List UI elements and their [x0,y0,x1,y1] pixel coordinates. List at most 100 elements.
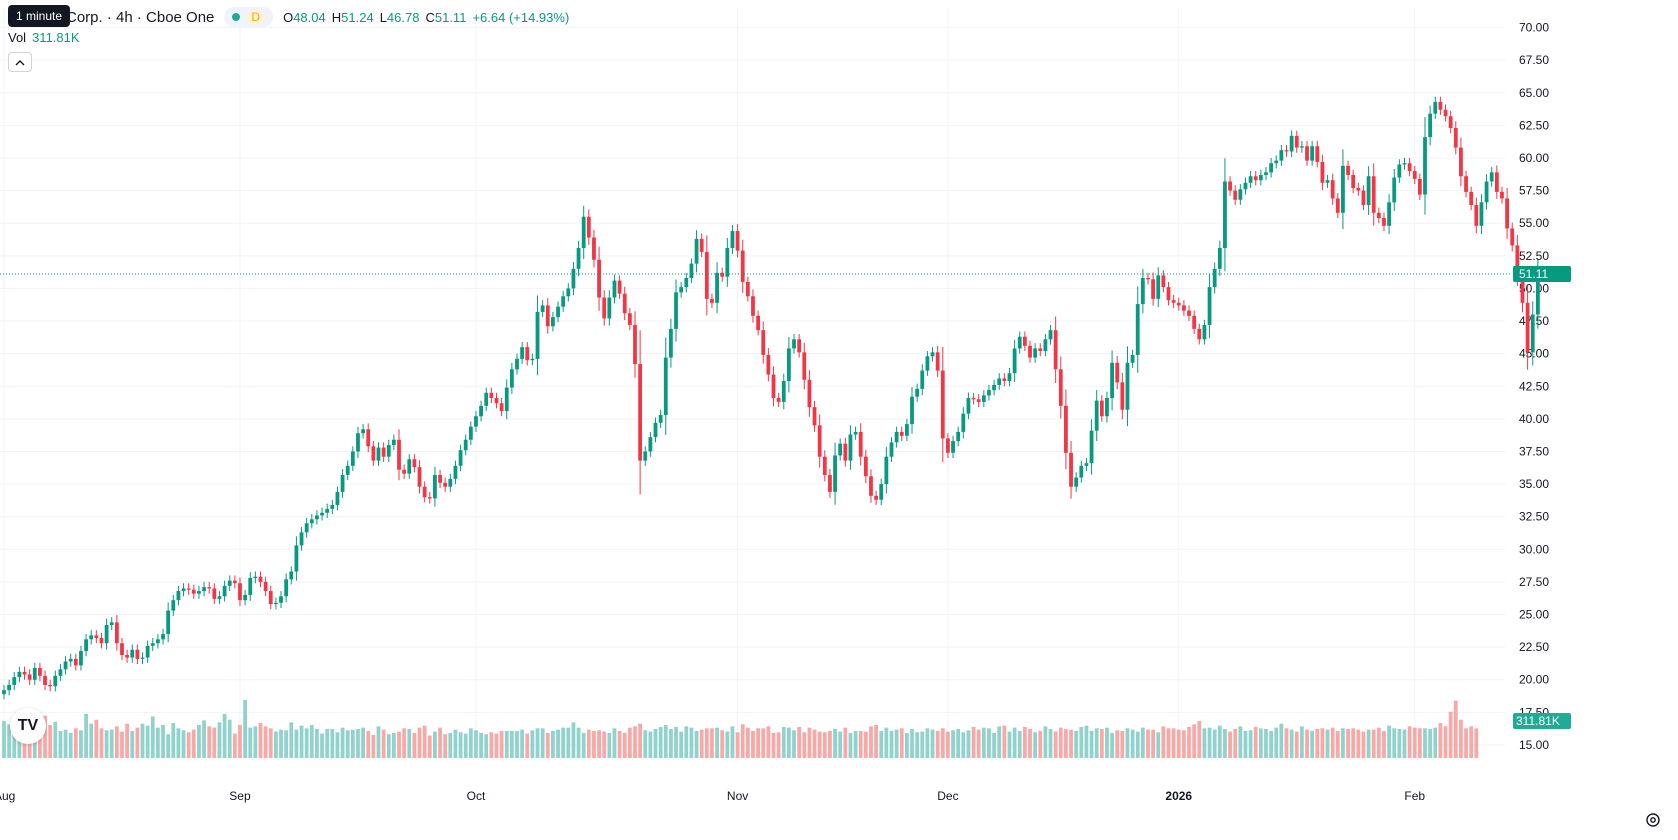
volume-bar [73,728,78,758]
volume-bar [1022,726,1027,758]
candle-body [1007,373,1012,382]
candle-body [1402,163,1407,165]
volume-bar [756,728,761,758]
y-tick-label: 15.00 [1519,738,1549,752]
volume-bar [586,729,591,758]
candle-body [586,216,591,238]
candle-body [176,591,181,601]
collapse-legend-button[interactable] [8,52,32,72]
volume-bar [1264,728,1268,758]
candle-body [689,263,694,278]
volume-bar [499,730,504,758]
volume-bar [1074,730,1079,758]
volume-bar [966,730,971,758]
candle-body [1494,172,1499,192]
market-status-badge[interactable]: D [224,7,274,27]
candle-body [786,348,791,382]
volume-bar [848,732,853,758]
candle-body [227,580,232,586]
candle-body [181,588,186,592]
candle-body [1469,191,1474,205]
candle-body [1069,452,1073,487]
volume-bar [248,727,253,758]
volume-bar [1176,729,1181,758]
candle-body [853,431,858,435]
candle-body [1074,477,1079,487]
volume-bar [976,729,981,758]
candle-body [1489,172,1494,182]
y-tick-label: 35.00 [1519,477,1549,491]
volume-bar [653,728,658,758]
candle-body [294,545,299,572]
volume-bar [402,728,407,758]
close-value: 51.11 [434,9,467,25]
candle-body [356,433,360,452]
volume-bar [981,727,986,758]
volume-bar [1238,726,1243,758]
last-volume-label: 311.81K [1516,714,1560,728]
volume-bar [1007,731,1012,758]
candle-body [776,398,781,402]
candle-body [304,523,309,533]
interval-tooltip: 1 minute [8,5,71,27]
volume-bar [1284,728,1289,758]
candle-body [704,251,709,299]
candle-body [1192,315,1197,329]
candle-body [186,588,191,590]
volume-bar [181,730,186,758]
candle-body [289,571,294,580]
candle-body [792,339,796,349]
volume-bar [674,726,678,758]
volume-bar [268,728,273,758]
candle-body [633,324,637,365]
volume-bar [617,730,622,758]
settings-gear-icon[interactable] [1643,810,1663,830]
volume-bar [561,727,566,758]
volume-bar [68,732,73,758]
volume-bar [489,732,494,758]
volume-bar [786,727,791,758]
candle-body [130,649,135,658]
candle-body [627,313,632,325]
candle-body [715,272,719,303]
volume-bar [1412,727,1417,758]
candle-body [1376,212,1381,218]
volume-bar [58,730,63,758]
candle-body [32,668,37,680]
volume-bar [894,729,899,758]
volume-bar [1299,726,1304,758]
candle-body [1500,191,1504,199]
candle-body [745,281,750,297]
volume-bar [899,728,904,758]
candle-body [592,237,596,260]
volume-bar [802,732,807,758]
volume-bar [515,730,519,758]
y-tick-label: 60.00 [1519,151,1549,165]
high-value: 51.24 [341,9,374,25]
candle-body [679,287,684,293]
symbol-title[interactable]: Corp. · 4h · Cboe One [66,8,215,26]
candle-body [207,587,212,589]
volume-bar [315,728,319,758]
candle-body [1535,273,1540,315]
candle-body [612,280,617,298]
candle-body [1028,345,1032,358]
volume-bar [771,732,776,758]
candle-body [812,407,817,426]
candle-body [740,250,745,282]
candle-body [817,425,822,457]
volume-bar [776,732,781,758]
volume-bar [879,730,884,758]
candle-body [453,465,458,479]
candle-body [1505,198,1509,229]
candle-body [961,413,966,432]
candle-body [145,645,150,658]
volume-bar [1053,731,1058,758]
close-label: C [425,9,435,25]
candle-body [345,465,350,475]
tradingview-logo[interactable]: TV [10,708,46,744]
volume-bar [304,728,309,758]
volume-bar [186,732,191,758]
